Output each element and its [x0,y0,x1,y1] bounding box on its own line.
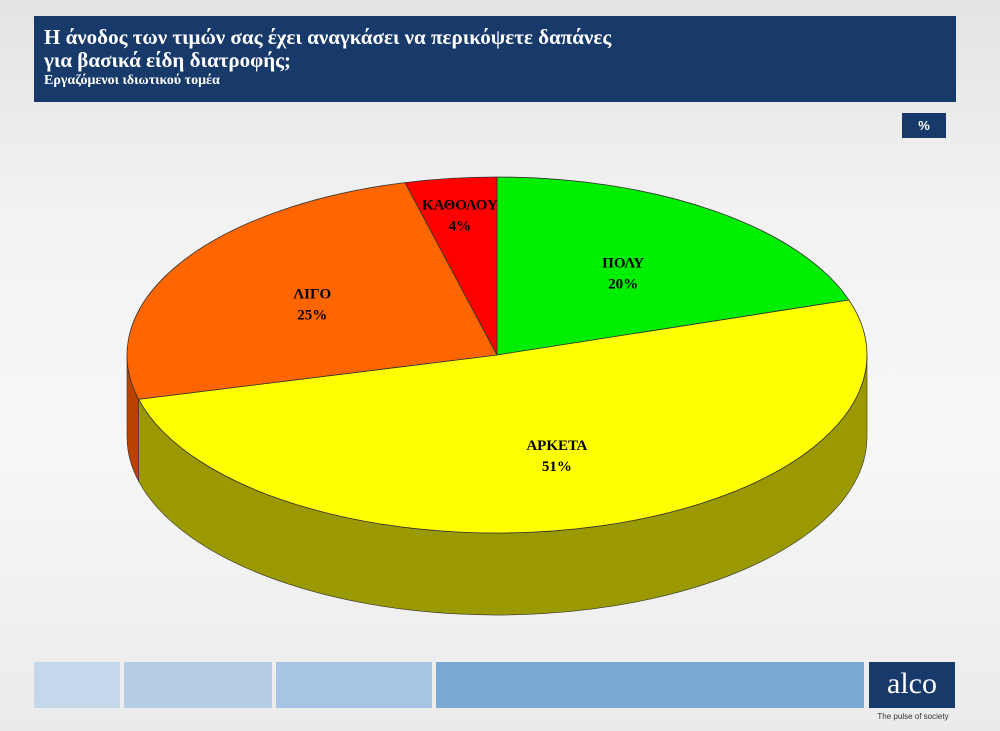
footer-bar-1 [34,662,120,708]
footer-bar-2 [124,662,272,708]
slice-λιγο-value: 25% [297,307,327,323]
slice-αρκετα [137,299,868,534]
logo-tagline: The pulse of society [877,712,949,721]
title-line-1: Η άνοδος των τιμών σας έχει αναγκάσει να… [44,25,612,49]
slice-αρκετα-value: 51% [542,459,572,475]
slice-καθολου [404,176,498,356]
header-banner: Η άνοδος των τιμών σας έχει αναγκάσει να… [34,16,956,102]
subtitle: Εργαζόμενοι ιδιωτικού τομέα [44,73,220,88]
footer-bar-3 [276,662,432,708]
slice-πολυ-value: 20% [608,276,638,292]
unit-badge: % [902,113,946,138]
slice-λιγο-label: ΛΙΓΟ [293,286,331,302]
slice-καθολου-value: 4% [449,219,472,235]
alco-logo: alco [869,662,955,708]
slice-καθολου-label: ΚΑΘΟΛΟΥ [422,198,498,214]
footer-bar-4 [436,662,864,708]
title-line-2: για βασικά είδη διατροφής; [44,48,292,72]
slice-λιγο [126,182,498,400]
slice-πολυ-label: ΠΟΛΥ [602,255,644,271]
slice-πολυ [496,176,850,356]
slice-αρκετα-label: ΑΡΚΕΤΑ [526,438,587,454]
